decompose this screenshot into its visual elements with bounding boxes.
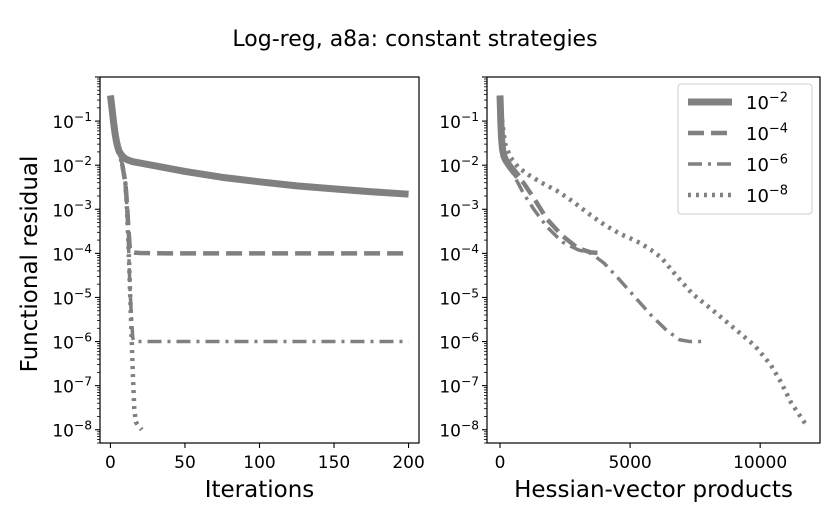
- iterations-y-ticks: 10−1 10−2 10−3 10−4 10−5 10−6 10−7 10−8: [52, 76, 100, 444]
- y-tick-label: 10−7: [439, 374, 479, 397]
- legend-box: [677, 83, 813, 215]
- y-tick-label: 10−4: [439, 242, 479, 265]
- y-tick-label: 10−1: [439, 110, 479, 133]
- legend-label: 10−6: [746, 152, 788, 176]
- series-line-dashed: [108, 95, 409, 256]
- x-tick-label: 100: [243, 453, 275, 473]
- y-tick-label: 10−2: [52, 154, 92, 177]
- legend-label: 10−8: [746, 183, 788, 207]
- hvp-y-ticks: 10−1 10−2 10−3 10−4 10−5 10−6 10−7 10−8: [439, 76, 487, 444]
- iterations-plot-frame: [99, 76, 420, 444]
- y-tick-label: 10−5: [439, 286, 479, 309]
- x-tick-label: 5000: [608, 453, 651, 473]
- x-tick-label: 200: [392, 453, 424, 473]
- x-tick-label: 0: [105, 453, 116, 473]
- legend-label: 10−2: [746, 90, 788, 114]
- figure-title: Log-reg, a8a: constant strategies: [232, 27, 597, 52]
- y-tick-label: 10−5: [52, 286, 92, 309]
- iterations-x-ticks: 0 50 100 150 200: [105, 443, 425, 473]
- y-tick-label: 10−4: [52, 242, 92, 265]
- legend-label: 10−4: [746, 121, 788, 145]
- series-line-dotted: [108, 95, 144, 432]
- hvp-panel: 10−1 10−2 10−3 10−4 10−5 10−6 10−7 10−8 0 5000 10…: [439, 76, 821, 503]
- y-tick-label: 10−2: [439, 154, 479, 177]
- hvp-x-ticks: 0 5000 10000: [495, 443, 787, 473]
- y-axis-label: Functional residual: [17, 156, 43, 373]
- hvp-x-axis-label: Hessian-vector products: [514, 477, 793, 503]
- iterations-panel: 10−1 10−2 10−3 10−4 10−5 10−6 10−7 10−8 0 50 100 1…: [52, 76, 425, 503]
- x-tick-label: 10000: [733, 453, 787, 473]
- y-tick-label: 10−3: [439, 198, 479, 221]
- y-tick-label: 10−8: [439, 419, 479, 442]
- y-tick-label: 10−6: [52, 330, 92, 353]
- hvp-series-group: [496, 95, 809, 428]
- x-tick-label: 50: [174, 453, 196, 473]
- y-tick-label: 10−6: [439, 330, 479, 353]
- x-tick-label: 150: [318, 453, 350, 473]
- iterations-x-axis-label: Iterations: [205, 477, 315, 503]
- y-tick-label: 10−3: [52, 198, 92, 221]
- series-line-solid: [106, 95, 409, 198]
- series-line-dashed: [497, 95, 605, 256]
- series-line-dashdot: [498, 95, 706, 344]
- legend: 10−2 10−4 10−6 10−8: [677, 83, 813, 215]
- series-line-dotted: [497, 95, 809, 428]
- iterations-series-group: [106, 95, 409, 432]
- series-line-dashdot: [108, 95, 409, 344]
- y-tick-label: 10−8: [52, 419, 92, 442]
- y-tick-label: 10−1: [52, 110, 92, 133]
- x-tick-label: 0: [495, 453, 506, 473]
- y-tick-label: 10−7: [52, 374, 92, 397]
